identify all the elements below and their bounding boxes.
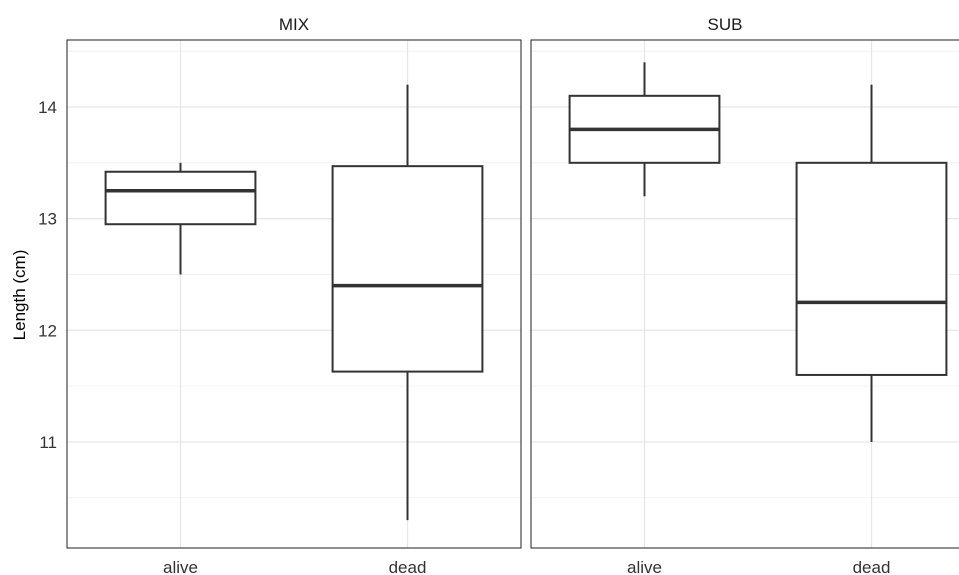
x-tick-label: dead [853,558,891,575]
box-sub-dead [795,161,948,376]
panel-title: SUB [708,15,743,34]
box-mix-alive [104,170,257,226]
x-tick-label: dead [389,558,427,575]
panel-title: MIX [279,15,309,34]
y-tick-label: 12 [38,321,57,340]
y-tick-label: 11 [39,433,57,452]
y-axis-label: Length (cm) [10,250,29,341]
y-tick-label: 14 [38,98,57,117]
panel-frame [66,39,522,549]
y-tick-label: 13 [38,210,57,229]
x-tick-label: alive [163,558,198,575]
box-mix-dead [331,165,484,373]
panel-frame [530,39,959,549]
x-tick-label: alive [627,558,662,575]
